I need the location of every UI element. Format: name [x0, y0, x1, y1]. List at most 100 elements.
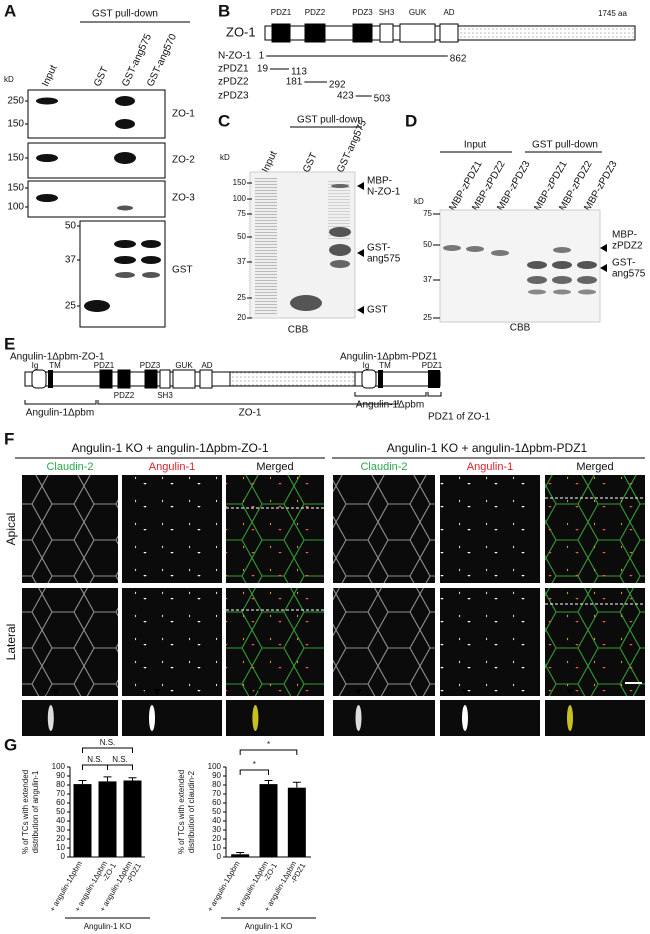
error-bar [103, 776, 112, 782]
xz-signal [355, 705, 362, 731]
construct-name: zPDZ3 [218, 91, 249, 102]
panel-letter: C [218, 111, 230, 130]
band [117, 205, 133, 211]
kd-label: kD [414, 197, 424, 206]
kd-marker: 150 [7, 119, 24, 130]
length-label: 1745 aa [598, 9, 627, 18]
bracket [24, 400, 399, 405]
header: Input [464, 140, 486, 151]
y-tick-label: 90 [212, 771, 221, 780]
arrowhead [600, 264, 607, 272]
domain-label: PDZ1 [422, 361, 443, 370]
micrograph-overlay [226, 588, 324, 696]
band [329, 244, 351, 256]
blot-label: ZO-3 [172, 193, 195, 204]
band [527, 276, 547, 284]
error-bar [292, 781, 301, 788]
segment-label: PDZ1 of ZO-1 [428, 412, 491, 423]
band [36, 97, 58, 105]
band [142, 272, 160, 278]
lane-label: GST [92, 65, 111, 88]
significance-label: N.S. [100, 738, 116, 747]
domain [271, 23, 291, 43]
kd-marker: 50 [237, 232, 246, 241]
construct-start: 19 [257, 64, 269, 75]
arrowhead [600, 244, 607, 252]
y-tick-label: 0 [61, 852, 66, 861]
kd-marker: 75 [237, 209, 246, 218]
band [491, 250, 509, 256]
band [36, 154, 58, 162]
kd-marker: 100 [7, 202, 24, 213]
band-label: ang575 [612, 269, 646, 280]
arrowhead [257, 689, 264, 695]
blot-label: ZO-2 [172, 155, 195, 166]
micrograph-overlay [545, 475, 645, 583]
band [115, 96, 135, 106]
domain-label: PDZ2 [305, 8, 326, 17]
kd-marker: 37 [237, 257, 246, 266]
micrograph [440, 700, 540, 736]
domain [199, 369, 213, 389]
stain-label: CBB [288, 325, 309, 336]
y-axis-label: % of TCs with extended [21, 770, 30, 854]
domain-label: PDZ3 [352, 8, 373, 17]
bracket [354, 392, 442, 397]
arrowhead [567, 689, 573, 695]
arrowhead [154, 689, 160, 695]
channel-label: Merged [576, 461, 613, 473]
construct-title: Angulin-1Δpbm-ZO-1 [10, 352, 105, 363]
construct-title: Angulin-1Δpbm-PDZ1 [340, 352, 438, 363]
domain-label: GUK [409, 8, 427, 17]
band-label: MBP- [367, 176, 392, 187]
domain [304, 23, 326, 43]
channel-label: Claudin-2 [360, 461, 407, 473]
micrograph [545, 700, 645, 736]
lane-label: Input [40, 63, 59, 88]
band [114, 152, 136, 164]
domain [99, 369, 113, 389]
header: GST pull-down [92, 9, 158, 20]
domain-label: AD [201, 361, 212, 370]
y-tick-label: 0 [217, 852, 222, 861]
channel-label: Merged [256, 461, 293, 473]
xz-signal [149, 705, 155, 731]
band [114, 256, 136, 264]
band [115, 119, 135, 129]
construct-end: 113 [291, 67, 307, 78]
construct-end: 862 [450, 54, 467, 65]
panel-letter: A [4, 1, 16, 20]
construct-end: 292 [329, 80, 346, 91]
micrograph [122, 700, 222, 736]
construct-start: 181 [286, 77, 303, 88]
significance-label: N.S. [87, 755, 103, 764]
bar [98, 781, 117, 857]
group-label: Angulin-1 KO [245, 922, 293, 931]
row-label: Lateral [4, 624, 18, 661]
kd-marker: 100 [233, 194, 247, 203]
y-tick-label: 10 [212, 843, 221, 852]
micrograph-overlay [440, 588, 540, 696]
domain [439, 23, 459, 43]
kd-marker: 150 [233, 178, 247, 187]
band [553, 289, 571, 295]
significance-bracket [82, 747, 133, 753]
y-tick-label: 70 [212, 789, 221, 798]
band-label: N-ZO-1 [367, 187, 401, 198]
bar [73, 784, 92, 857]
error-bar [264, 780, 273, 785]
arrowhead [357, 249, 364, 257]
kd-marker: 250 [7, 96, 24, 107]
significance-label: * [267, 740, 270, 749]
kd-label: kD [220, 153, 230, 162]
significance-bracket [107, 764, 133, 770]
kd-marker: 150 [7, 183, 24, 194]
band [115, 272, 135, 278]
arrowhead [357, 182, 364, 190]
band [577, 261, 597, 269]
domain [378, 370, 383, 388]
band [466, 246, 484, 252]
y-tick-label: 100 [208, 762, 222, 771]
lane-label: GST-ang575 [335, 118, 369, 174]
micrograph-overlay [22, 588, 118, 696]
